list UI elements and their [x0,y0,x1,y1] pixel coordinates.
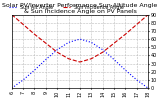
Sun Incidence Angle [11,14,13,15]
Title: Solar PV/Inverter Performance Sun Altitude Angle & Sun Incidence Angle on PV Pan: Solar PV/Inverter Performance Sun Altitu… [2,3,158,14]
Sun Alt Angle [102,49,104,50]
Sun Incidence Angle [56,52,58,53]
Sun Incidence Angle [102,52,104,53]
Line: Sun Incidence Angle: Sun Incidence Angle [12,15,148,62]
Sun Alt Angle [45,59,47,60]
Sun Alt Angle [90,42,92,43]
Sun Incidence Angle [45,43,47,44]
Sun Alt Angle [113,59,115,60]
Sun Incidence Angle [68,58,70,59]
Sun Incidence Angle [79,61,81,63]
Sun Alt Angle [136,79,138,81]
Sun Incidence Angle [113,43,115,44]
Sun Incidence Angle [124,34,126,35]
Sun Alt Angle [79,38,81,40]
Sun Alt Angle [22,79,24,81]
Sun Alt Angle [33,70,35,71]
Sun Alt Angle [11,88,13,89]
Sun Alt Angle [68,42,70,43]
Legend: Sun Alt Angle, Sun Incidence Angle: Sun Alt Angle, Sun Incidence Angle [8,4,125,11]
Sun Incidence Angle [90,58,92,59]
Sun Alt Angle [124,70,126,71]
Sun Incidence Angle [136,24,138,25]
Sun Incidence Angle [33,34,35,35]
Sun Alt Angle [147,88,149,89]
Sun Incidence Angle [22,24,24,25]
Sun Alt Angle [56,49,58,50]
Sun Incidence Angle [147,14,149,15]
Line: Sun Alt Angle: Sun Alt Angle [12,39,148,88]
